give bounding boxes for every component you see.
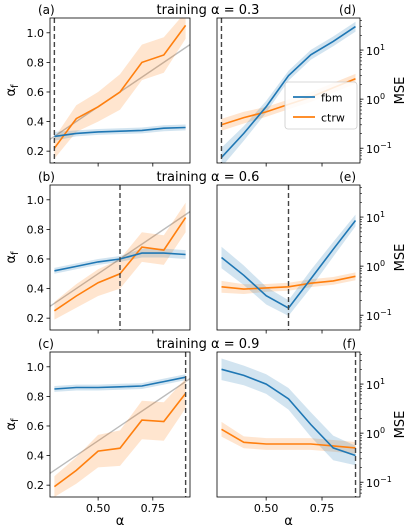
y-tick-label: 0.8 — [27, 56, 45, 69]
panel-label: (a) — [38, 3, 55, 17]
panel-label: (e) — [339, 170, 356, 184]
axes-frame — [216, 184, 361, 331]
y-tick-label: 0.8 — [27, 223, 45, 236]
ctrw-line — [53, 24, 187, 149]
y-axis-label: αf — [4, 84, 21, 97]
fbm-line — [54, 376, 186, 390]
y-tick-label: 1.0 — [27, 194, 45, 207]
y-tick-label: 0.6 — [27, 253, 45, 266]
identity-line — [50, 378, 190, 474]
fbm-band — [221, 358, 356, 466]
y-axis-label: αf — [4, 418, 21, 431]
y-axis-label: αf — [4, 251, 21, 264]
y-tick-label: 100 — [366, 259, 385, 274]
panel-c: 0.50 0.75 α 0.2 0.4 0.6 0.8 1.0 αf (c) — [4, 337, 191, 525]
panel-label: (f) — [342, 337, 356, 351]
panel-b: 0.2 0.4 0.6 0.8 1.0 αf (b) — [4, 170, 191, 334]
row-title: training α = 0.6 — [157, 170, 260, 185]
y-tick-label: 0.2 — [27, 312, 45, 325]
fbm-band — [221, 214, 356, 316]
x-axis-label: α — [116, 514, 125, 525]
axes-frame — [49, 351, 191, 498]
plot-area — [50, 18, 190, 163]
fbm-line — [221, 368, 356, 457]
legend-label-fbm: fbm — [321, 92, 343, 105]
y-tick-label: 101 — [366, 43, 385, 58]
y-tick-label: 0.8 — [27, 390, 45, 403]
panel-e: 10−1 100 101 MSE (e) — [216, 170, 408, 334]
y-tick-label: 0.4 — [27, 116, 45, 129]
y-axis-label: MSE — [393, 77, 408, 105]
plot-area — [221, 185, 357, 330]
ctrw-line — [221, 275, 356, 290]
panel-f: 0.50 0.75 α 10−1 100 101 MSE (f) — [216, 337, 408, 525]
ctrw-band — [54, 378, 186, 497]
y-tick-label: 101 — [366, 377, 385, 392]
y-tick-label: 1.0 — [27, 361, 45, 374]
ctrw-line — [53, 392, 187, 488]
axes-frame — [216, 17, 361, 164]
ctrw-line — [221, 428, 356, 449]
y-tick-label: 100 — [366, 426, 385, 441]
legend-label-ctrw: ctrw — [321, 112, 345, 125]
x-tick-label: 0.50 — [86, 502, 111, 515]
y-tick-label: 0.2 — [27, 479, 45, 492]
ctrw-band — [54, 18, 186, 159]
ctrw-band — [221, 421, 356, 454]
row-title: training α = 0.3 — [157, 3, 260, 18]
y-tick-label: 0.4 — [27, 450, 45, 463]
y-tick-label: 100 — [366, 92, 385, 107]
legend: fbm ctrw — [284, 81, 358, 130]
y-tick-label: 10−1 — [366, 475, 392, 490]
y-tick-label: 10−1 — [366, 141, 392, 156]
y-tick-label: 0.4 — [27, 283, 45, 296]
axes-frame — [49, 184, 191, 331]
plot-area — [221, 352, 357, 497]
y-tick-label: 0.6 — [27, 86, 45, 99]
panel-label: (c) — [38, 337, 54, 351]
plot-area — [50, 185, 190, 330]
x-axis-label: α — [284, 514, 293, 525]
y-axis-label: MSE — [393, 411, 408, 439]
y-tick-label: 0.6 — [27, 420, 45, 433]
panel-label: (b) — [38, 170, 55, 184]
x-tick-label: 0.75 — [141, 502, 166, 515]
y-tick-label: 101 — [366, 210, 385, 225]
axes-frame — [49, 17, 191, 164]
y-axis-label: MSE — [393, 244, 408, 272]
panel-label: (d) — [339, 3, 356, 17]
y-tick-label: 10−1 — [366, 308, 392, 323]
fbm-band — [54, 374, 186, 392]
fbm-line — [54, 126, 186, 138]
x-tick-label: 0.50 — [254, 502, 279, 515]
plot-area — [50, 352, 190, 497]
panel-a: 0.2 0.4 0.6 0.8 1.0 αf (a) — [4, 3, 191, 167]
axes-frame — [216, 351, 361, 498]
fbm-line — [220, 25, 356, 158]
y-tick-label: 1.0 — [27, 27, 45, 40]
y-tick-label: 0.2 — [27, 145, 45, 158]
row-title: training α = 0.9 — [157, 337, 260, 352]
x-tick-label: 0.75 — [310, 502, 335, 515]
